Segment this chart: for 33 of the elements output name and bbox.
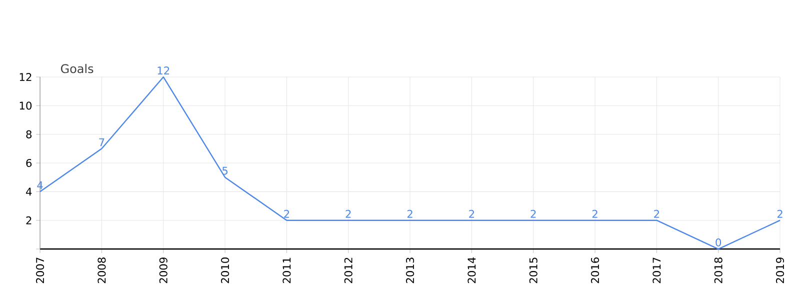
data-label: 2 <box>346 210 351 218</box>
data-label: 2 <box>777 210 782 218</box>
data-label: 2 <box>469 210 474 218</box>
x-tick-label: 2012 <box>344 258 352 284</box>
x-tick-label: 2016 <box>591 258 600 284</box>
data-label: 5 <box>222 166 228 175</box>
data-label: 12 <box>158 66 170 74</box>
data-label: 2 <box>284 210 290 218</box>
data-label: 2 <box>530 210 536 218</box>
x-tick-label: 2009 <box>159 258 168 284</box>
y-tick-label: 10 <box>20 102 32 110</box>
data-label: 4 <box>37 181 43 190</box>
data-label: 2 <box>407 210 412 218</box>
data-label: 2 <box>592 210 598 218</box>
data-label: 0 <box>716 238 722 246</box>
data-label: 2 <box>654 210 659 218</box>
x-tick-label: 2013 <box>406 258 414 284</box>
y-tick-label: 12 <box>20 73 32 81</box>
y-tick-label: 2 <box>26 216 32 224</box>
x-tick-label: 2017 <box>652 258 661 284</box>
y-tick-label: 8 <box>26 130 32 138</box>
x-tick-label: 2018 <box>714 258 722 284</box>
y-tick-label: 6 <box>26 158 32 168</box>
y-axis-title: Goals <box>60 64 94 74</box>
x-tick-label: 2007 <box>36 258 44 284</box>
x-tick-label: 2019 <box>776 258 784 284</box>
x-tick-label: 2011 <box>282 258 291 284</box>
data-label: 7 <box>99 138 104 146</box>
x-tick-label: 2015 <box>529 258 538 284</box>
y-tick-label: 4 <box>26 188 32 196</box>
x-tick-label: 2010 <box>221 258 230 284</box>
x-tick-label: 2014 <box>468 257 476 284</box>
x-tick-label: 2008 <box>98 258 106 284</box>
